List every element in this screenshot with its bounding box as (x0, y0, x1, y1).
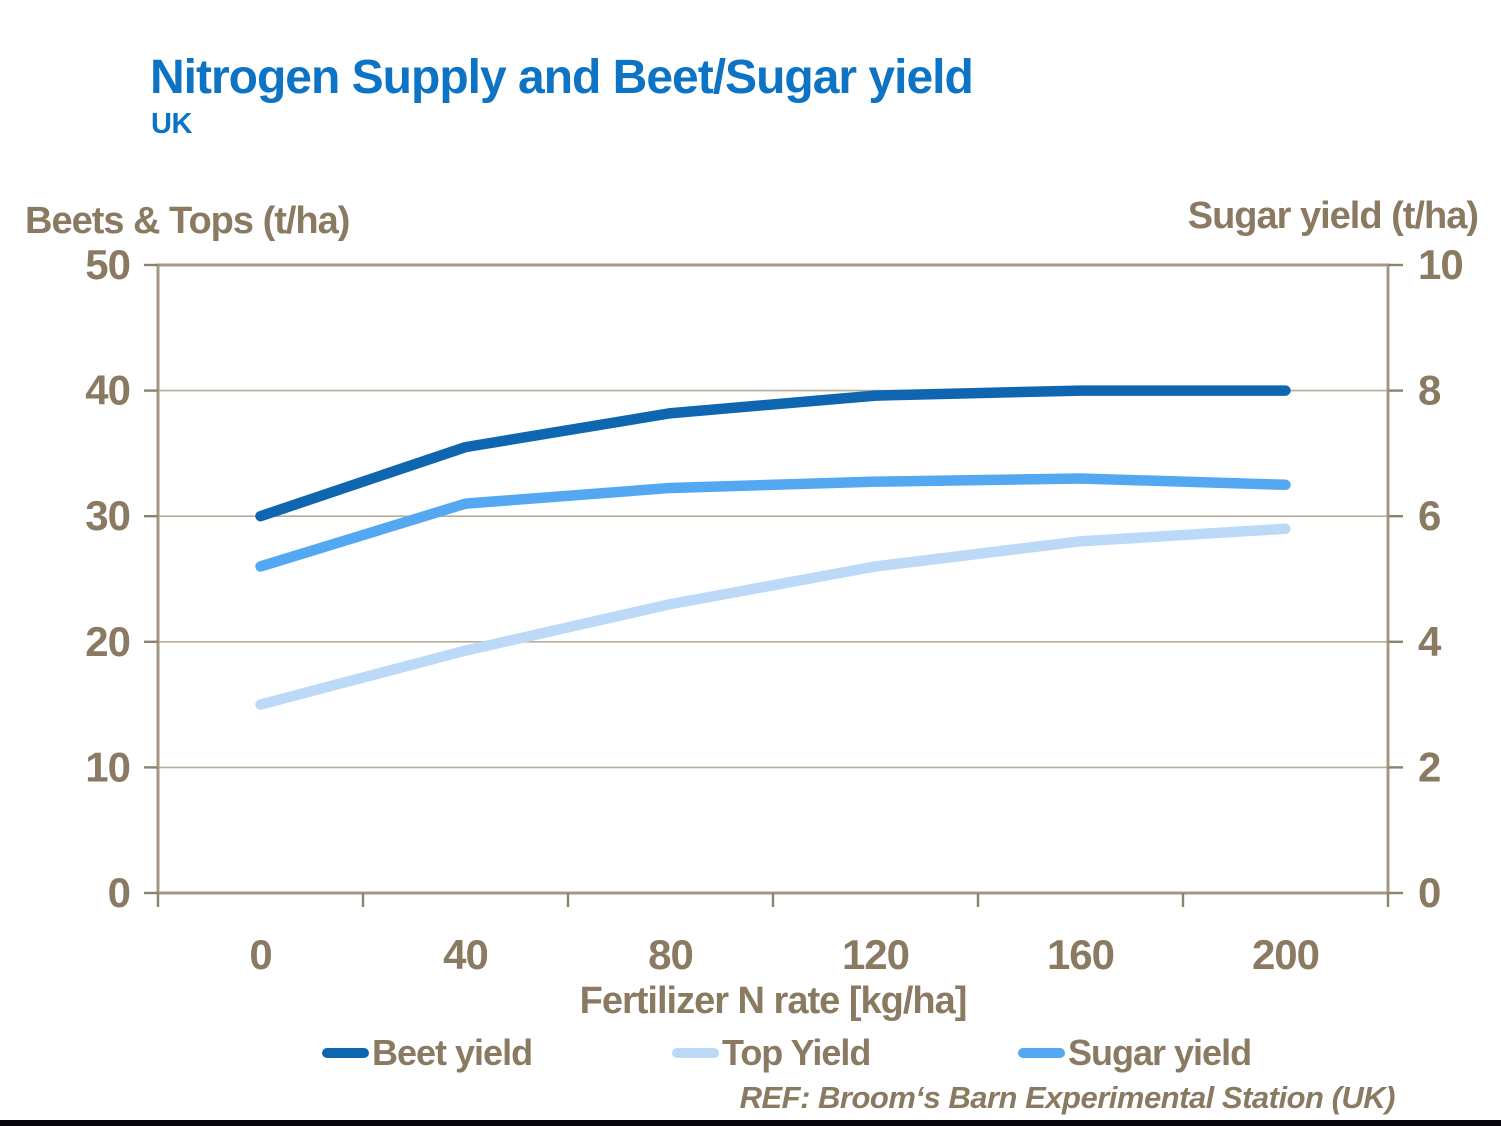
beet-yield-line-swatch (322, 1048, 369, 1058)
svg-text:4: 4 (1418, 618, 1442, 665)
svg-text:80: 80 (648, 931, 693, 978)
x-axis-title: Fertilizer N rate [kg/ha] (579, 980, 968, 1022)
chart-subtitle: UK (151, 108, 192, 140)
svg-text:40: 40 (443, 931, 488, 978)
left-axis-title: Beets & Tops (t/ha) (25, 200, 350, 242)
svg-text:2: 2 (1418, 743, 1440, 790)
chart-title: Nitrogen Supply and Beet/Sugar yield (150, 51, 974, 104)
legend-item-beet-yield: Beet yield (322, 1030, 533, 1076)
svg-text:30: 30 (85, 492, 130, 539)
svg-text:10: 10 (1418, 241, 1463, 288)
bottom-border (0, 1120, 1501, 1126)
legend-label-top-yield: Top Yield (722, 1032, 871, 1073)
legend-label-beet-yield: Beet yield (372, 1032, 533, 1073)
legend-item-top-yield: Top Yield (672, 1030, 871, 1076)
svg-text:10: 10 (85, 743, 130, 790)
svg-text:0: 0 (1418, 869, 1440, 916)
svg-text:40: 40 (85, 367, 130, 414)
svg-text:8: 8 (1418, 367, 1441, 414)
top-yield-line-swatch (672, 1048, 719, 1058)
svg-text:50: 50 (85, 241, 130, 288)
sugar-yield-line-swatch (1018, 1048, 1065, 1058)
legend-label-sugar-yield: Sugar yield (1068, 1032, 1252, 1073)
svg-text:20: 20 (85, 618, 130, 665)
legend: Beet yield Top Yield Sugar yield (0, 1030, 1501, 1076)
reference-note: REF: Broom‘s Barn Experimental Station (… (739, 1080, 1396, 1115)
svg-text:200: 200 (1252, 931, 1319, 978)
legend-item-sugar-yield: Sugar yield (1018, 1030, 1252, 1076)
svg-text:0: 0 (108, 869, 130, 916)
svg-text:0: 0 (249, 931, 271, 978)
svg-text:6: 6 (1418, 492, 1440, 539)
svg-text:160: 160 (1047, 931, 1114, 978)
svg-text:120: 120 (842, 931, 909, 978)
right-axis-title: Sugar yield (t/ha) (1187, 195, 1479, 237)
